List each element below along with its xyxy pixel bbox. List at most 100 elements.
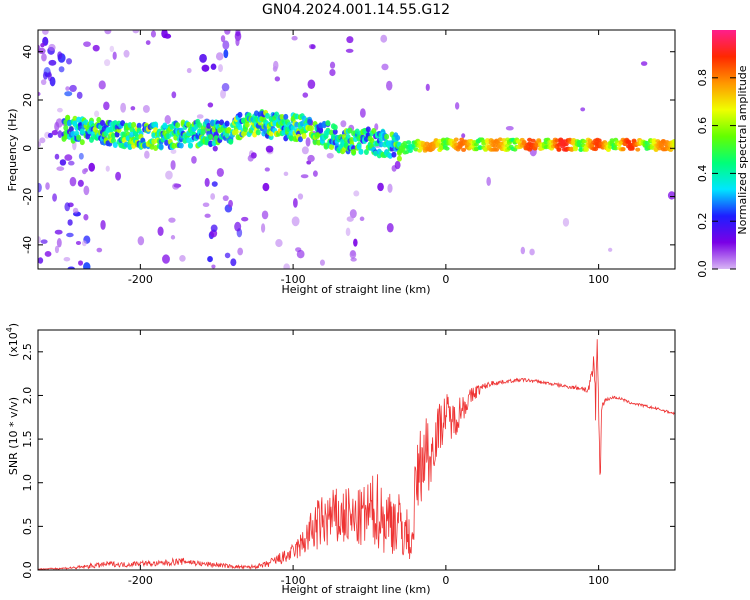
- spectrogram-ridge-mark: [358, 148, 364, 155]
- spectrogram-speckle: [216, 168, 224, 177]
- spectrogram-ridge-mark: [288, 130, 294, 137]
- spectrogram-speckle: [64, 91, 73, 97]
- spectrogram-ridge-mark: [329, 144, 335, 151]
- spectrogram-speckle: [163, 33, 172, 39]
- spectrogram-speckle: [283, 171, 289, 176]
- spectrogram-speckle: [520, 246, 526, 255]
- spectrogram-speckle: [207, 102, 214, 108]
- spectrogram-speckle: [307, 154, 315, 163]
- spectrogram-speckle: [221, 82, 230, 92]
- spectrogram-ridge-mark: [481, 141, 487, 146]
- spectrogram-ridge-mark: [609, 138, 615, 143]
- spectrogram-ridge-mark: [68, 126, 74, 133]
- spectrogram-speckle: [377, 182, 384, 192]
- x-tick-label: 100: [588, 273, 609, 286]
- spectrogram-speckle: [562, 217, 570, 227]
- spectrogram-speckle: [228, 199, 233, 208]
- spectrogram-ridge-mark: [556, 147, 562, 152]
- snr-scale-suffix: ): [7, 323, 20, 327]
- spectrogram-speckle: [58, 66, 65, 73]
- spectrogram-ridge-mark: [332, 128, 338, 135]
- spectrogram-speckle: [301, 146, 309, 155]
- spectrogram-speckle: [264, 167, 270, 172]
- figure-title: GN04.2024.001.14.55.G12: [262, 2, 450, 18]
- spectrogram-speckle: [300, 174, 309, 179]
- spectrogram-speckle: [201, 64, 210, 72]
- spectrogram-speckle: [42, 30, 49, 35]
- spectrogram-speckle: [529, 248, 535, 256]
- spectrogram-ridge-mark: [228, 138, 234, 145]
- spectrogram-speckle: [69, 176, 77, 187]
- spectrogram-speckle: [212, 145, 218, 152]
- spectrogram-speckle: [132, 30, 140, 34]
- spectrogram-speckle: [103, 101, 110, 111]
- spectrogram-speckle: [38, 91, 41, 97]
- spectrogram-speckle: [580, 107, 586, 112]
- x-tick-label: 0: [442, 273, 449, 286]
- spectrogram-speckle: [150, 30, 157, 38]
- spectrogram-ridge-mark: [72, 120, 78, 127]
- spectrogram-speckle: [40, 42, 45, 48]
- spectrogram-speckle: [305, 137, 311, 147]
- spectrogram-ridge-mark: [76, 116, 82, 123]
- spectrogram-speckle: [42, 71, 48, 80]
- spectrogram-speckle: [230, 258, 237, 267]
- x-tick-label: -100: [281, 273, 306, 286]
- spectrogram-ridge-mark: [578, 147, 584, 152]
- spectrogram-speckle: [262, 182, 270, 192]
- spectrogram-speckle: [57, 51, 63, 60]
- spectrogram-speckle: [40, 239, 48, 244]
- spectrogram-speckle: [461, 133, 466, 139]
- spectrogram-speckle: [57, 130, 63, 139]
- spectrogram-speckle: [275, 239, 283, 248]
- spectrogram-speckle: [96, 247, 103, 253]
- spectrogram-ridge-mark: [244, 121, 250, 128]
- spectrogram-speckle: [261, 210, 269, 220]
- spectrogram-ridge-mark: [255, 129, 261, 136]
- snr-y-ticks: 0.0 0.5 1.0 1.5 2.0 2.5: [21, 343, 675, 579]
- spectrogram-speckle: [307, 79, 316, 90]
- spectrogram-ridge-mark: [200, 128, 206, 135]
- spectrogram-speckle: [105, 165, 110, 172]
- spectrogram-ridge-mark: [217, 127, 223, 134]
- spectrogram-speckle: [353, 238, 358, 247]
- spectrogram-speckle: [83, 262, 91, 269]
- spectrogram-ridge-mark: [325, 128, 331, 135]
- spectrogram-speckle: [38, 141, 42, 148]
- colorbar-ticks: 0.0 0.2 0.4 0.6 0.8: [696, 69, 736, 278]
- spectrogram-speckle: [302, 92, 309, 98]
- spectrogram-speckle: [265, 145, 274, 153]
- spectrogram-speckle: [56, 166, 65, 171]
- spectrogram-speckle: [115, 171, 122, 181]
- y-tick-label: -40: [21, 236, 34, 254]
- spectrogram-speckle: [68, 160, 75, 166]
- spectrogram-ridge-mark: [283, 113, 289, 120]
- spectrogram-frame: [37, 29, 676, 270]
- spectrogram-speckle: [199, 53, 207, 63]
- spectrogram-speckle: [100, 219, 106, 230]
- spectrogram-speckle: [207, 255, 213, 263]
- spectrogram-speckle: [234, 221, 242, 232]
- spectrogram-speckle: [38, 47, 46, 55]
- spectrogram-speckle: [220, 89, 226, 99]
- spectrogram-ridge-mark: [439, 146, 445, 151]
- spectrogram-x-ticks: -200 -100 0 100: [128, 30, 609, 286]
- spectrogram-speckle: [310, 44, 316, 50]
- spectrogram-speckle: [170, 160, 176, 170]
- spectrogram-speckle: [67, 219, 73, 226]
- spectrogram-speckle: [54, 229, 63, 235]
- spectrogram-speckle: [162, 254, 170, 264]
- spectrogram-speckle: [345, 48, 354, 53]
- spectrogram-speckle: [346, 36, 354, 44]
- spectrogram-speckle: [235, 30, 241, 37]
- spectrogram-marks: [38, 30, 675, 269]
- spectrogram-ridge-mark: [407, 149, 413, 154]
- y-tick-label: 0.5: [21, 518, 34, 536]
- y-tick-label: 1.5: [21, 430, 34, 448]
- spectrogram-speckle: [77, 179, 84, 187]
- spectrogram-speckle: [186, 67, 192, 74]
- spectrogram-ridge-mark: [63, 124, 69, 131]
- spectrogram-speckle: [66, 232, 74, 238]
- spectrogram-ridge-mark: [635, 147, 641, 152]
- spectrogram-ridge-mark: [237, 111, 243, 118]
